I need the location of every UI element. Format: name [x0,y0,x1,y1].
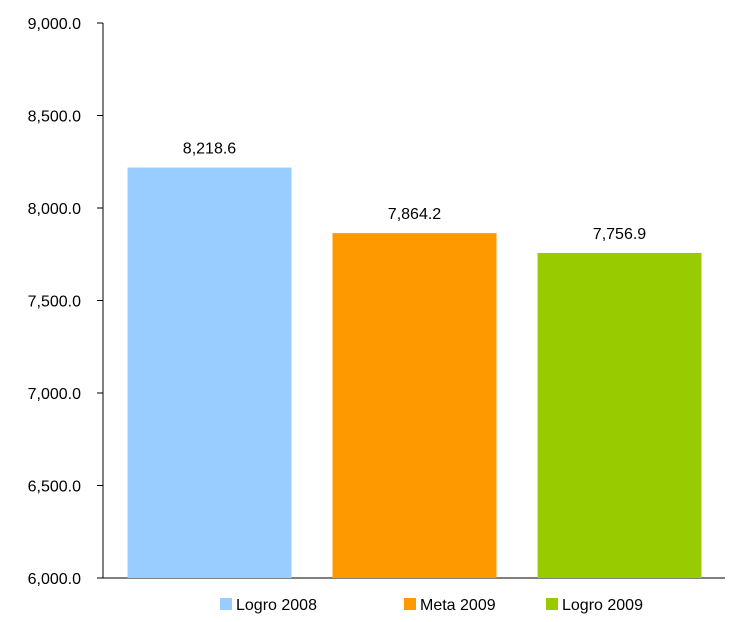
y-tick-label: 8,500.0 [28,109,81,126]
legend-swatch [546,598,558,610]
bar-1 [127,167,292,578]
data-label: 7,756.9 [593,226,646,243]
data-label: 8,218.6 [183,141,236,158]
y-tick-label: 7,000.0 [28,386,81,403]
y-ticks: 6,000.0 6,500.0 7,000.0 7,500.0 8,000.0 8,500… [28,16,103,588]
y-tick-label: 7,500.0 [28,294,81,311]
legend-label: Logro 2009 [562,597,643,614]
legend-swatch [404,598,416,610]
y-tick-label: 6,500.0 [28,479,81,496]
data-label: 7,864.2 [388,206,441,223]
legend-label: Logro 2008 [236,597,317,614]
y-tick-label: 8,000.0 [28,201,81,218]
y-tick-label: 9,000.0 [28,16,81,33]
data-labels: 8,218.6 7,864.2 7,756.9 [183,141,646,243]
legend: Logro 2008 Meta 2009 Logro 2009 [220,597,643,614]
bar-2 [332,233,497,579]
y-tick-label: 6,000.0 [28,571,81,588]
bar-3 [537,252,702,578]
bars [127,167,702,579]
legend-swatch [220,598,232,610]
legend-label: Meta 2009 [420,597,496,614]
